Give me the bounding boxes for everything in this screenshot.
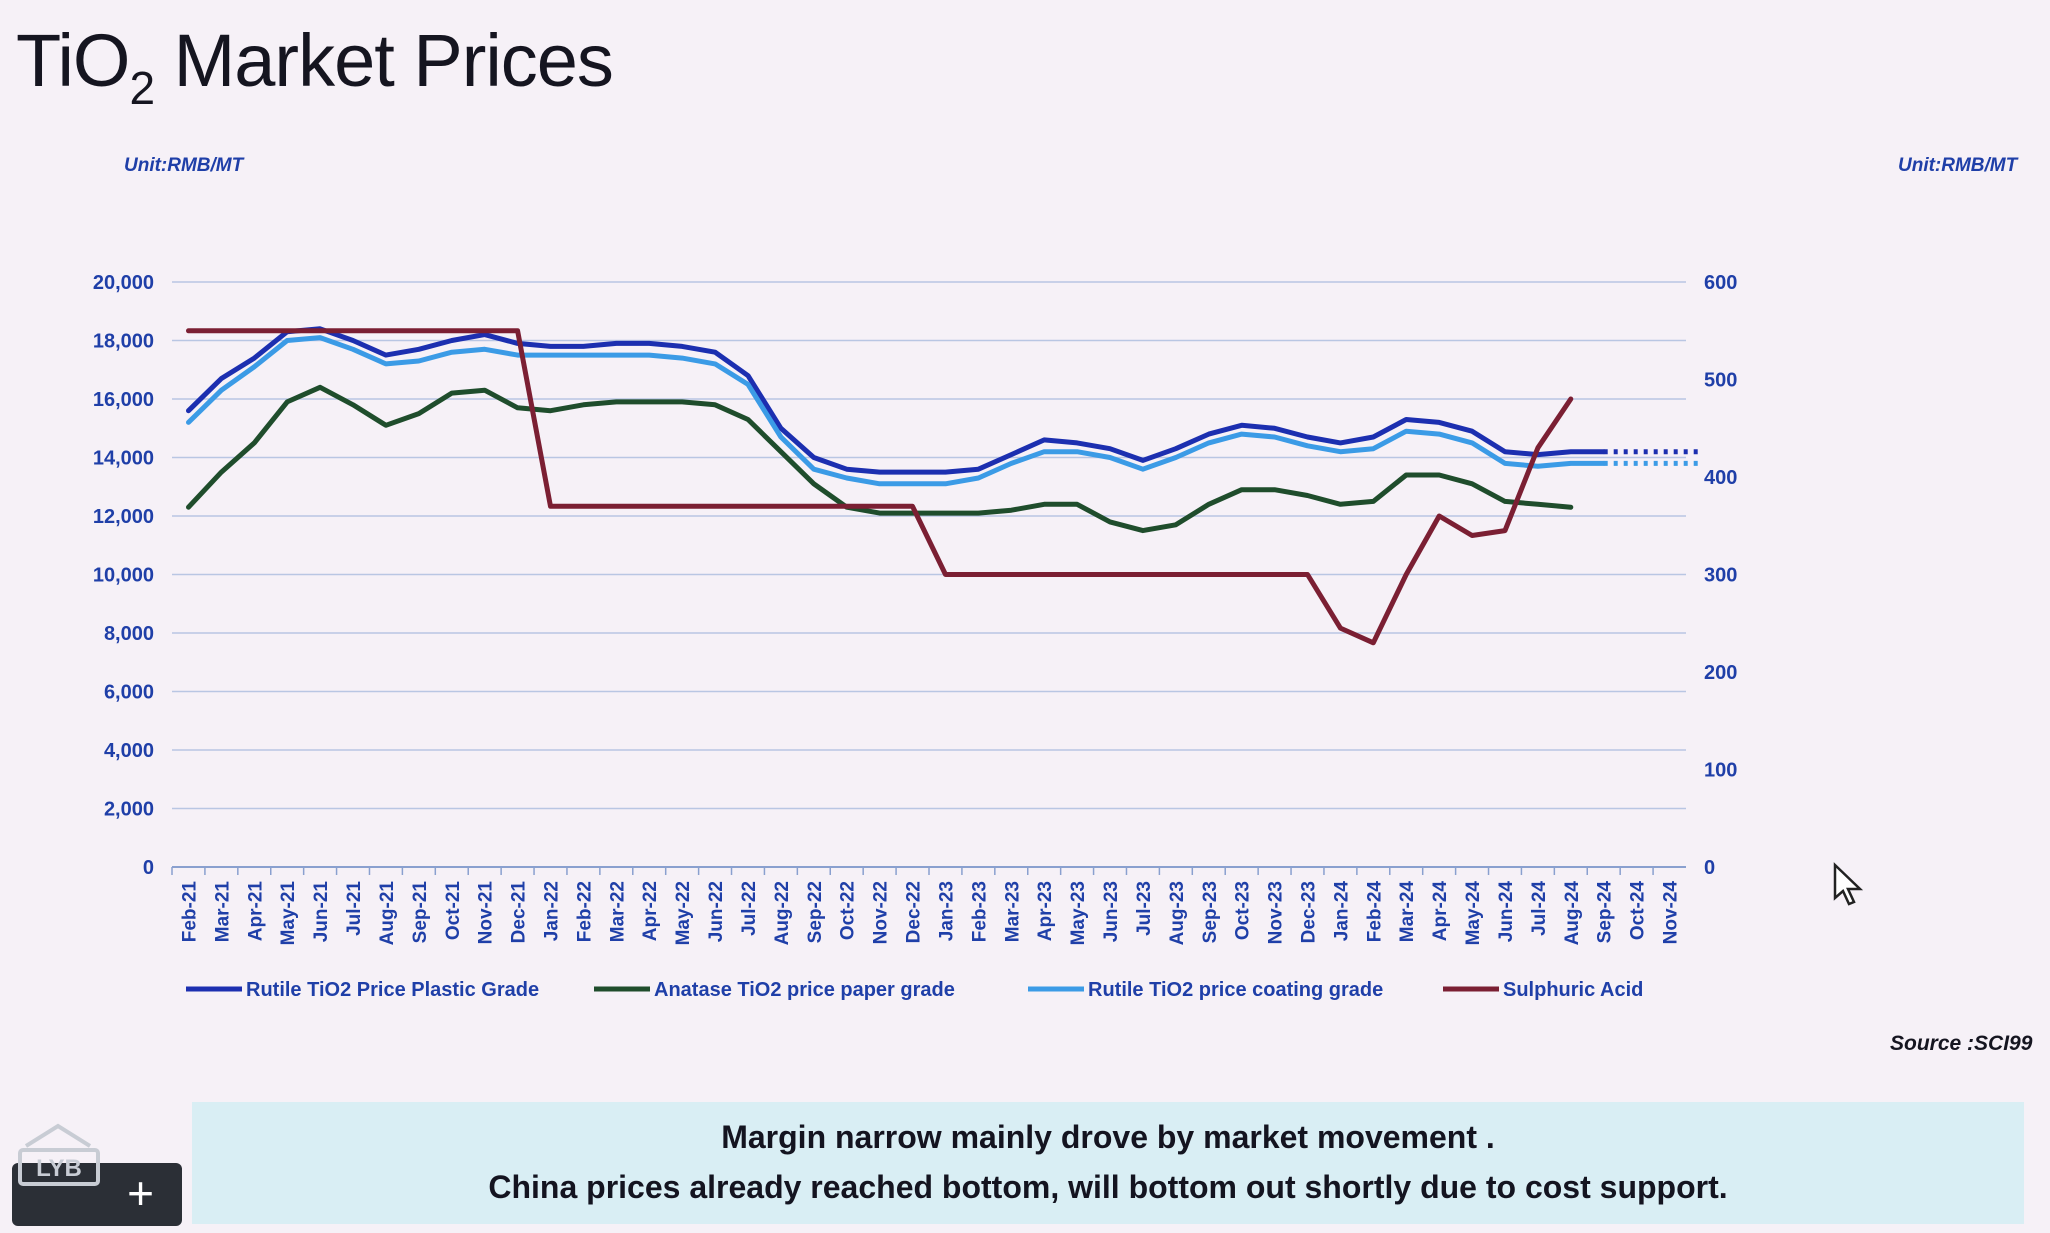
- summary-banner: Margin narrow mainly drove by market mov…: [192, 1102, 2024, 1224]
- title-subscript: 2: [129, 62, 155, 114]
- x-tick-label: Jul-22: [739, 881, 760, 936]
- x-tick-label: Oct-23: [1233, 881, 1254, 940]
- x-tick-label: Jun-23: [1101, 881, 1122, 942]
- legend-label: Anatase TiO2 price paper grade: [654, 979, 955, 1001]
- x-tick-label: Apr-22: [640, 881, 661, 941]
- y-right-tick-label: 200: [1704, 662, 1737, 684]
- x-tick-label: Jan-23: [936, 881, 957, 941]
- x-tick-label: Nov-22: [871, 881, 892, 944]
- y-left-tick-label: 18,000: [93, 331, 154, 353]
- y-right-tick-label: 500: [1704, 370, 1737, 392]
- x-tick-label: Feb-22: [574, 881, 595, 942]
- x-tick-label: Sep-24: [1595, 881, 1616, 944]
- x-tick-label: Jun-22: [706, 881, 727, 942]
- right-axis-unit: Unit:RMB/MT: [1898, 155, 2018, 176]
- source-note: Source :SCI99: [1890, 1032, 2033, 1055]
- chart-legend: Rutile TiO2 Price Plastic Grade Anatase T…: [186, 979, 1643, 1001]
- left-axis-unit: Unit:RMB/MT: [124, 155, 244, 176]
- x-tick-label: Sep-23: [1200, 881, 1221, 943]
- banner-line-2: China prices already reached bottom, wil…: [488, 1169, 1728, 1205]
- series-line-0: [186, 326, 1607, 475]
- y-left-tick-label: 14,000: [93, 448, 154, 470]
- left-y-axis: 0 2,000 4,000 6,000 8,000 10,000 12,000 14,000 1…: [93, 272, 154, 879]
- title-rest: Market Prices: [154, 19, 614, 102]
- x-tick-label: Aug-22: [772, 881, 793, 945]
- chart-grid: [172, 281, 1686, 868]
- legend-label: Rutile TiO2 Price Plastic Grade: [246, 979, 539, 1001]
- chart-series: [186, 326, 1703, 646]
- lyb-logo-icon: LYB: [18, 1123, 100, 1186]
- series-line-1: [186, 384, 1574, 534]
- x-tick-label: May-24: [1463, 881, 1484, 946]
- series-line-2: [186, 335, 1607, 487]
- x-tick-label: Mar-22: [607, 881, 628, 942]
- x-tick-label: Jan-24: [1331, 881, 1352, 942]
- x-tick-label: Aug-24: [1562, 881, 1583, 946]
- x-tick-label: Feb-24: [1364, 881, 1385, 943]
- legend-label: Rutile TiO2 price coating grade: [1088, 979, 1383, 1001]
- x-tick-label: Jan-22: [542, 881, 563, 941]
- x-tick-label: Jul-24: [1529, 881, 1550, 936]
- x-tick-label: Oct-21: [443, 881, 464, 941]
- x-tick-label: Jun-24: [1496, 881, 1517, 943]
- x-tick-label: Dec-21: [509, 881, 530, 944]
- y-left-tick-label: 6,000: [104, 682, 154, 704]
- x-tick-label: Mar-23: [1002, 881, 1023, 942]
- x-tick-label: Nov-21: [476, 881, 497, 945]
- x-axis: Feb-21 Mar-21 Apr-21 May-21 Jun-21 Jul-21 Aug-…: [171, 867, 1682, 946]
- y-left-tick-label: 2,000: [104, 799, 154, 821]
- plus-icon: +: [127, 1167, 154, 1219]
- x-tick-label: Feb-21: [179, 881, 200, 943]
- y-right-tick-label: 600: [1704, 272, 1737, 294]
- x-tick-label: May-21: [278, 881, 299, 946]
- series-line-3: [186, 328, 1574, 646]
- y-right-tick-label: 100: [1704, 760, 1737, 782]
- y-right-tick-label: 300: [1704, 565, 1737, 587]
- x-tick-label: Oct-22: [838, 881, 859, 940]
- x-tick-label: Aug-23: [1167, 881, 1188, 945]
- y-left-tick-label: 20,000: [93, 272, 154, 294]
- banner-line-1: Margin narrow mainly drove by market mov…: [721, 1119, 1495, 1155]
- y-right-tick-label: 400: [1704, 467, 1737, 489]
- x-tick-label: Apr-21: [245, 881, 266, 942]
- y-right-tick-label: 0: [1704, 857, 1715, 879]
- x-tick-label: Sep-22: [805, 881, 826, 943]
- y-left-tick-label: 4,000: [104, 740, 154, 762]
- x-tick-label: Jul-23: [1134, 881, 1155, 936]
- mouse-pointer-icon: [1833, 862, 1864, 906]
- right-y-axis: 0 100 200 300 400 500 600: [1704, 272, 1737, 879]
- y-left-tick-label: 10,000: [93, 565, 154, 587]
- x-tick-label: Apr-23: [1035, 881, 1056, 941]
- x-tick-label: Mar-21: [212, 881, 233, 943]
- x-tick-label: May-22: [673, 881, 694, 945]
- x-tick-label: Sep-21: [410, 881, 431, 944]
- x-tick-label: Nov-24: [1661, 881, 1682, 945]
- x-tick-label: Feb-23: [969, 881, 990, 942]
- y-left-tick-label: 0: [143, 857, 154, 879]
- x-tick-label: Mar-24: [1397, 881, 1418, 943]
- y-left-tick-label: 12,000: [93, 506, 154, 528]
- x-tick-label: Nov-23: [1266, 881, 1287, 944]
- x-tick-label: Aug-21: [377, 881, 398, 946]
- y-left-tick-label: 8,000: [104, 623, 154, 645]
- x-tick-label: Oct-24: [1628, 881, 1649, 941]
- price-line-chart: 0 2,000 4,000 6,000 8,000 10,000 12,000 14,000 1…: [93, 272, 1738, 1001]
- x-tick-label: Jun-21: [311, 881, 332, 943]
- y-left-tick-label: 16,000: [93, 389, 154, 411]
- x-tick-label: Dec-22: [904, 881, 925, 943]
- x-tick-label: May-23: [1068, 881, 1089, 945]
- x-tick-label: Jul-21: [344, 881, 365, 936]
- x-tick-label: Apr-24: [1430, 881, 1451, 942]
- logo-text: LYB: [36, 1155, 82, 1182]
- legend-label: Sulphuric Acid: [1503, 979, 1643, 1001]
- title-main: TiO: [16, 19, 130, 102]
- page-title: TiO2 Market Prices: [16, 18, 614, 114]
- x-tick-label: Dec-23: [1299, 881, 1320, 943]
